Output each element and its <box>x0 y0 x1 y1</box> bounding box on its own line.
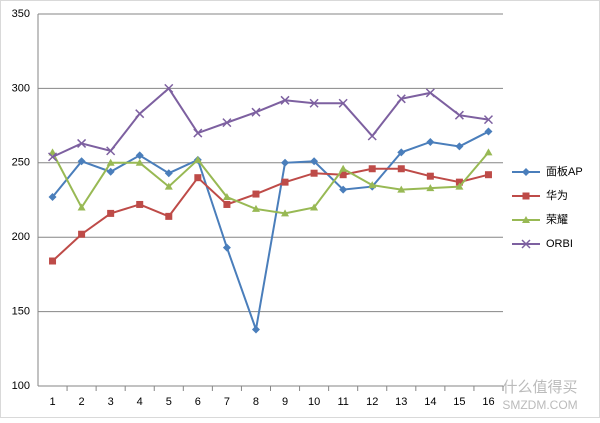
marker <box>455 182 464 190</box>
y-tick-label: 300 <box>12 82 30 94</box>
marker <box>77 157 86 166</box>
x-tick-label: 6 <box>195 396 201 408</box>
series-line <box>51 151 490 215</box>
marker <box>78 230 86 238</box>
marker <box>310 169 318 177</box>
x-tick-label: 9 <box>282 396 288 408</box>
marker <box>106 158 115 166</box>
marker <box>222 118 232 128</box>
legend-label: ORBI <box>546 238 573 250</box>
marker <box>310 157 319 166</box>
marker <box>48 193 57 202</box>
marker <box>77 138 87 148</box>
marker <box>339 171 347 179</box>
x-tick-label: 3 <box>108 396 114 408</box>
marker <box>309 98 319 108</box>
marker <box>522 216 530 223</box>
marker <box>367 131 377 141</box>
marker <box>368 181 377 189</box>
marker <box>339 185 348 194</box>
marker <box>397 165 405 173</box>
marker <box>222 243 231 252</box>
marker <box>339 164 348 172</box>
marker <box>135 109 145 119</box>
x-tick-label: 11 <box>337 396 348 408</box>
x-tick-label: 13 <box>395 396 407 408</box>
marker <box>397 148 406 157</box>
marker <box>77 203 86 211</box>
marker <box>281 209 290 217</box>
marker <box>251 107 261 117</box>
marker <box>136 200 144 208</box>
marker <box>48 148 57 156</box>
marker <box>49 257 57 265</box>
marker <box>222 193 231 201</box>
y-tick-label: 350 <box>12 8 30 20</box>
marker <box>522 192 530 200</box>
marker <box>281 158 290 167</box>
marker <box>522 168 530 176</box>
marker <box>454 110 464 120</box>
marker <box>338 98 348 108</box>
marker <box>484 171 492 179</box>
legend-label: 面板AP <box>546 164 583 178</box>
marker <box>135 158 144 166</box>
x-tick-label: 5 <box>166 396 172 408</box>
marker <box>310 203 319 211</box>
marker <box>194 174 202 182</box>
marker <box>251 325 260 334</box>
marker <box>135 151 144 160</box>
x-tick-label: 7 <box>224 396 230 408</box>
marker <box>164 169 173 178</box>
marker <box>223 200 231 208</box>
x-tick-label: 10 <box>308 396 320 408</box>
watermark-site: SMZDM.COM <box>502 398 577 412</box>
marker <box>106 167 115 176</box>
series-line <box>52 86 489 158</box>
marker <box>426 172 434 180</box>
y-tick-label: 200 <box>12 231 30 243</box>
marker <box>455 178 463 186</box>
y-tick-label: 100 <box>12 380 30 392</box>
marker <box>107 209 115 217</box>
x-tick-label: 2 <box>79 396 85 408</box>
watermark: 什么值得买 <box>502 379 577 396</box>
marker <box>484 127 493 136</box>
marker <box>165 212 173 220</box>
x-tick-label: 12 <box>366 396 378 408</box>
marker <box>164 182 173 190</box>
marker <box>164 83 174 93</box>
x-tick-label: 8 <box>253 396 259 408</box>
series-line <box>51 167 489 262</box>
marker <box>193 155 202 163</box>
x-tick-label: 14 <box>424 396 436 408</box>
marker <box>368 165 376 173</box>
marker <box>455 142 464 151</box>
marker <box>425 88 435 98</box>
marker <box>483 115 493 125</box>
marker <box>484 148 493 156</box>
legend-label: 荣耀 <box>546 213 568 226</box>
x-tick-label: 1 <box>49 396 55 408</box>
x-tick-label: 16 <box>482 396 494 408</box>
marker <box>251 204 260 212</box>
marker <box>521 239 531 249</box>
marker <box>106 146 116 156</box>
marker <box>193 128 203 138</box>
y-tick-label: 250 <box>12 157 30 169</box>
x-tick-label: 15 <box>453 396 465 408</box>
marker <box>426 184 435 192</box>
legend-label: 华为 <box>546 188 568 202</box>
marker <box>397 185 406 193</box>
marker <box>426 137 435 146</box>
marker <box>48 152 58 162</box>
marker <box>252 190 260 198</box>
y-tick-label: 150 <box>12 306 30 318</box>
marker <box>396 94 406 104</box>
x-tick-label: 4 <box>137 396 143 408</box>
marker <box>281 178 289 186</box>
marker <box>280 95 290 105</box>
